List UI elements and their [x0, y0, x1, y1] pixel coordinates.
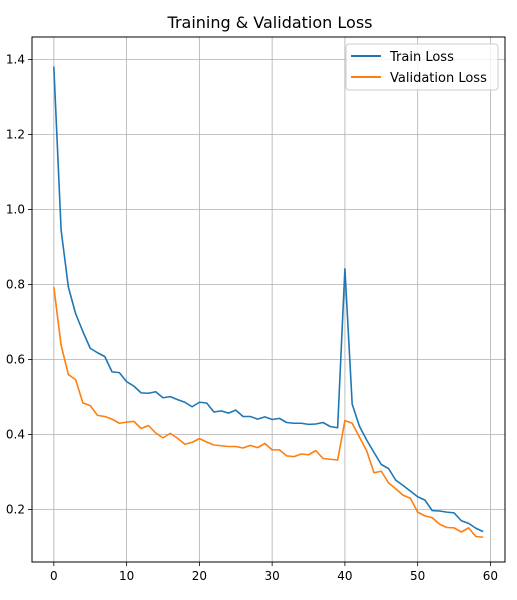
grid-lines — [32, 37, 505, 562]
series-line-train-loss — [53, 66, 484, 533]
x-tick-label: 0 — [50, 569, 58, 583]
y-axis: 0.2 0.4 0.6 0.8 1.0 1.2 1.4 — [6, 53, 32, 517]
y-tick-label: 0.2 — [6, 503, 25, 517]
legend-label-validation-loss: Validation Loss — [390, 71, 487, 86]
legend: Train Loss Validation Loss — [345, 43, 499, 91]
y-tick-label: 1.0 — [6, 203, 25, 217]
x-axis: 0 10 20 30 40 50 60 — [50, 562, 498, 583]
x-tick-label: 40 — [337, 569, 352, 583]
x-tick-label: 10 — [119, 569, 134, 583]
y-tick-label: 0.6 — [6, 353, 25, 367]
legend-label-train-loss: Train Loss — [389, 50, 454, 65]
x-tick-label: 30 — [264, 569, 279, 583]
y-tick-label: 1.4 — [6, 53, 25, 67]
legend-box — [345, 43, 499, 91]
series-line-validation-loss — [53, 287, 484, 539]
x-tick-label: 60 — [483, 569, 498, 583]
x-tick-label: 20 — [192, 569, 207, 583]
x-tick-label: 50 — [410, 569, 425, 583]
series-lines — [53, 66, 484, 539]
y-tick-label: 0.8 — [6, 278, 25, 292]
plot-frame — [31, 36, 506, 563]
y-tick-label: 1.2 — [6, 128, 25, 142]
chart-title: Training & Validation Loss — [167, 13, 373, 32]
y-tick-label: 0.4 — [6, 428, 25, 442]
